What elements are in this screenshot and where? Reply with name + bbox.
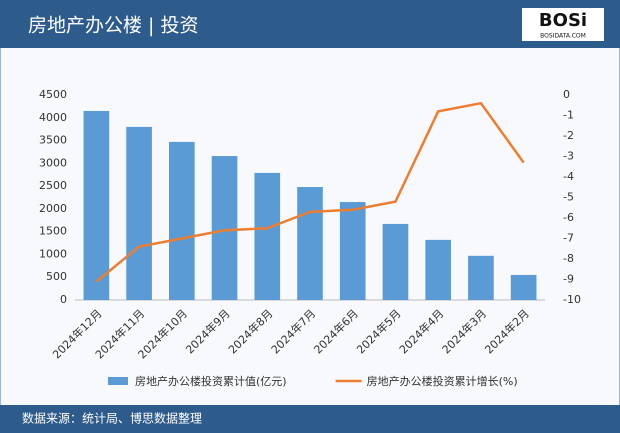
- source: 数据来源：统计局、博思数据整理: [22, 411, 202, 426]
- y2-tick-label: -9: [563, 273, 574, 286]
- bar: [425, 239, 451, 300]
- bar: [254, 172, 281, 300]
- y-tick-label: 1000: [39, 247, 67, 260]
- y2-tick-label: -6: [563, 211, 574, 224]
- bar: [510, 274, 537, 300]
- bar: [211, 156, 238, 300]
- y-tick-label: 0: [60, 293, 67, 306]
- legend-label: 房地产办公楼投资累计值(亿元): [135, 374, 287, 388]
- y2-tick-label: -10: [563, 293, 581, 306]
- bar: [297, 187, 323, 300]
- header-bar: [0, 0, 620, 48]
- bar: [126, 126, 152, 300]
- logo-sub: BOSIDATA.COM: [540, 33, 586, 40]
- bar: [468, 255, 494, 300]
- footer-bar: [0, 405, 620, 433]
- y2-tick-label: -7: [563, 232, 574, 245]
- y-tick-label: 3500: [39, 134, 67, 147]
- bar: [382, 223, 409, 300]
- logo-box: [522, 8, 604, 41]
- bar: [169, 141, 195, 300]
- y2-tick-label: -2: [563, 129, 574, 142]
- legend-swatch: [108, 377, 128, 385]
- y2-tick-label: -3: [563, 150, 574, 163]
- y-tick-label: 4000: [39, 111, 67, 124]
- logo: BOSi: [539, 10, 587, 31]
- y2-tick-label: 0: [563, 88, 570, 101]
- y2-tick-label: -4: [563, 170, 574, 183]
- y-tick-label: 3000: [39, 156, 67, 169]
- chart-title: 房地产办公楼 | 投资: [28, 15, 198, 37]
- y-tick-label: 2500: [39, 179, 67, 192]
- y-tick-label: 1500: [39, 225, 67, 238]
- y2-tick-label: -8: [563, 252, 574, 265]
- line: [95, 101, 525, 283]
- y-tick-label: 500: [46, 270, 67, 283]
- y2-tick-label: -5: [563, 191, 574, 204]
- legend-label: 房地产办公楼投资累计增长(%): [367, 374, 518, 388]
- y-tick-label: 2000: [39, 202, 67, 215]
- y-tick-label: 4500: [39, 88, 67, 101]
- y2-tick-label: -1: [563, 109, 574, 122]
- bar: [339, 202, 366, 300]
- bar: [83, 110, 110, 300]
